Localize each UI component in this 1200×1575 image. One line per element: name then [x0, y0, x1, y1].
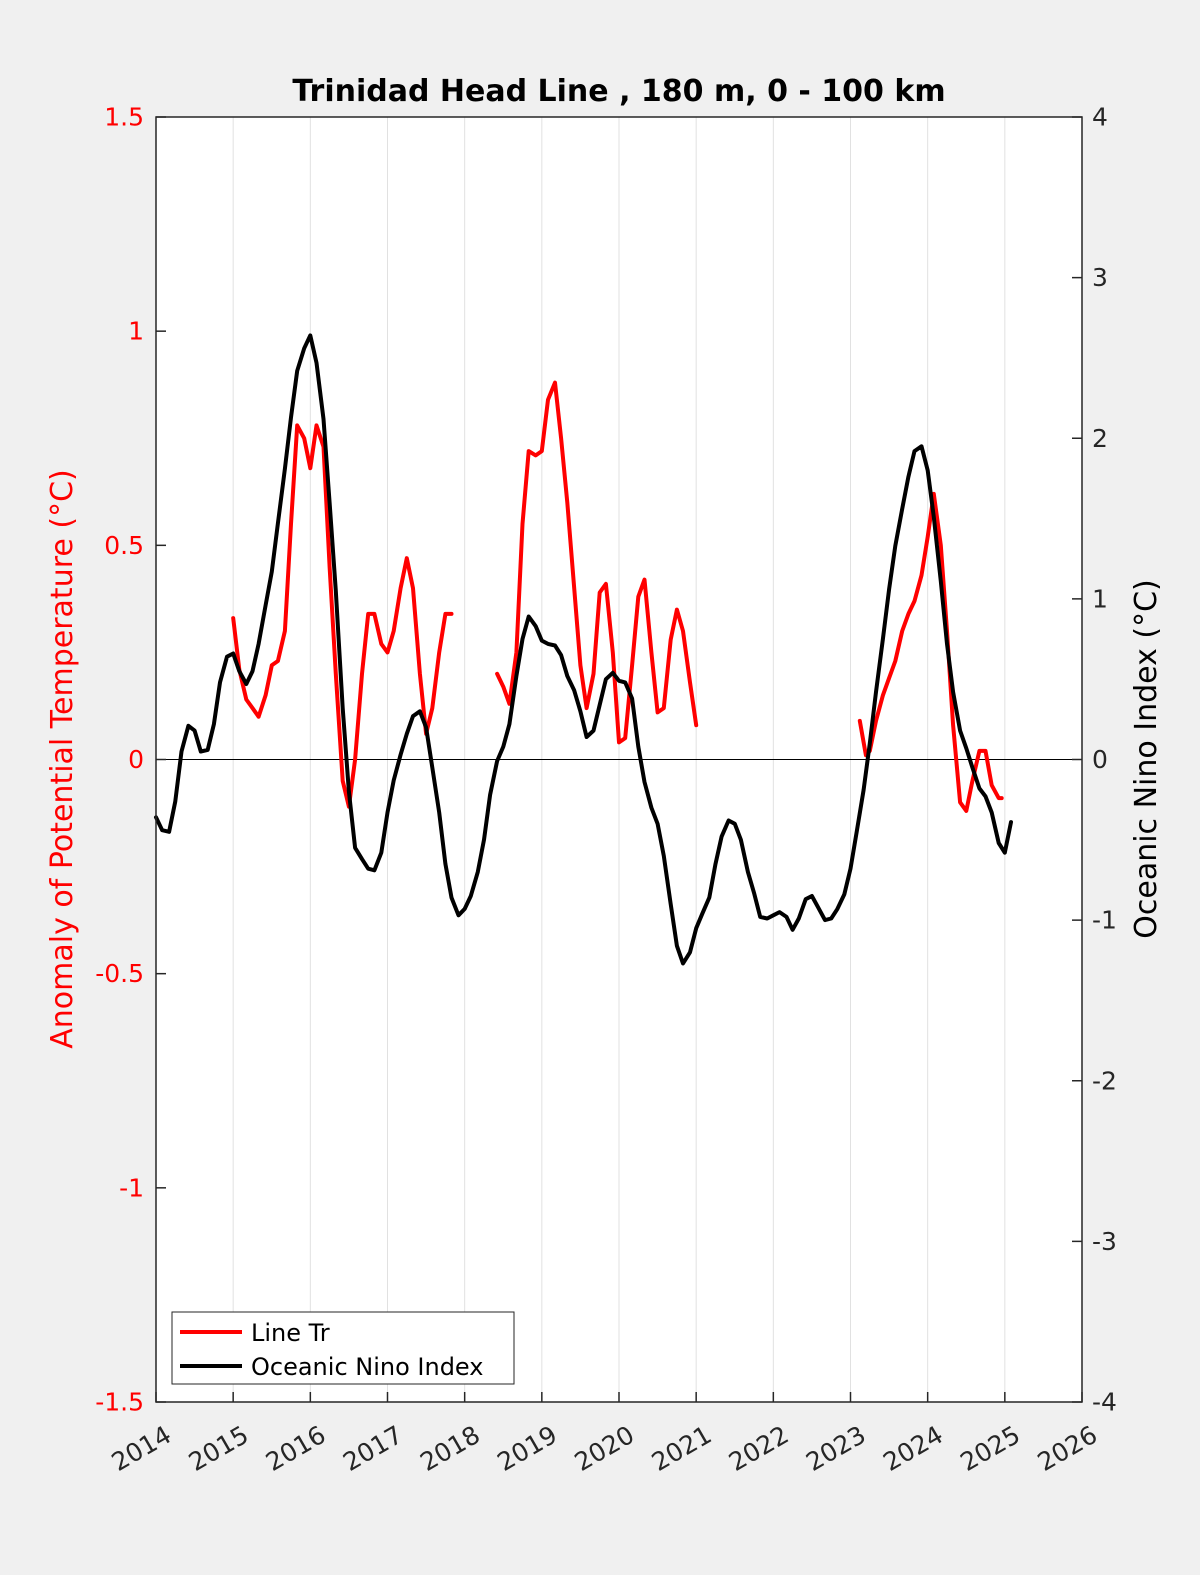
x-tick-label: 2025 — [955, 1420, 1025, 1477]
x-tick-label: 2017 — [338, 1420, 408, 1477]
left-y-tick-label: -0.5 — [95, 959, 144, 988]
right-y-tick-label: -2 — [1092, 1066, 1117, 1095]
right-y-axis: -4 -3 -2 -1 0 1 2 3 4 — [1072, 103, 1117, 1417]
series-line-tr — [231, 423, 454, 809]
legend-box — [171, 1311, 515, 1385]
x-tick-label: 2019 — [492, 1420, 562, 1477]
x-tick-label: 2021 — [647, 1420, 717, 1477]
series-layer — [154, 333, 1013, 966]
x-tick-label: 2026 — [1033, 1420, 1103, 1477]
x-tick-label: 2023 — [801, 1420, 871, 1477]
right-y-tick-label: -4 — [1092, 1388, 1117, 1417]
x-tick-label: 2015 — [184, 1420, 254, 1477]
series-line-tr — [857, 491, 1004, 813]
x-tick-label: 2022 — [724, 1420, 794, 1477]
left-y-axis-label: Anomaly of Potential Temperature (°C) — [45, 469, 80, 1048]
x-tick-label: 2020 — [570, 1420, 640, 1477]
legend: Line Tr Oceanic Nino Index — [171, 1311, 515, 1385]
left-y-axis: -1.5 -1 -0.5 0 0.5 1 1.5 — [95, 103, 166, 1417]
right-y-tick-label: 0 — [1092, 745, 1108, 774]
x-tick-label: 2014 — [107, 1420, 177, 1477]
left-y-tick-label: 1.5 — [104, 103, 144, 132]
right-y-tick-label: 1 — [1092, 584, 1108, 613]
left-y-tick-label: 0 — [128, 745, 144, 774]
legend-label-oni: Oceanic Nino Index — [251, 1353, 483, 1381]
right-y-tick-label: -1 — [1092, 906, 1117, 935]
series-line-tr — [495, 380, 699, 745]
x-axis: 2014 2015 2016 2017 2018 2019 2020 2021 2022 2023… — [107, 1392, 1103, 1477]
right-y-tick-label: 4 — [1092, 103, 1108, 132]
left-y-tick-label: -1.5 — [95, 1388, 144, 1417]
left-y-tick-label: -1 — [119, 1173, 144, 1202]
x-tick-label: 2018 — [415, 1420, 485, 1477]
chart-title: Trinidad Head Line , 180 m, 0 - 100 km — [292, 74, 945, 109]
right-y-tick-label: -3 — [1092, 1227, 1117, 1256]
x-tick-label: 2024 — [878, 1420, 948, 1477]
right-y-axis-label: Oceanic Nino Index (°C) — [1129, 579, 1164, 939]
series-oceanic-nino-index — [154, 333, 1013, 966]
legend-label-line-tr: Line Tr — [251, 1319, 330, 1347]
left-y-tick-label: 1 — [128, 317, 144, 346]
left-y-tick-label: 0.5 — [104, 531, 144, 560]
x-tick-label: 2016 — [261, 1420, 331, 1477]
right-y-tick-label: 2 — [1092, 424, 1108, 453]
right-y-tick-label: 3 — [1092, 263, 1108, 292]
